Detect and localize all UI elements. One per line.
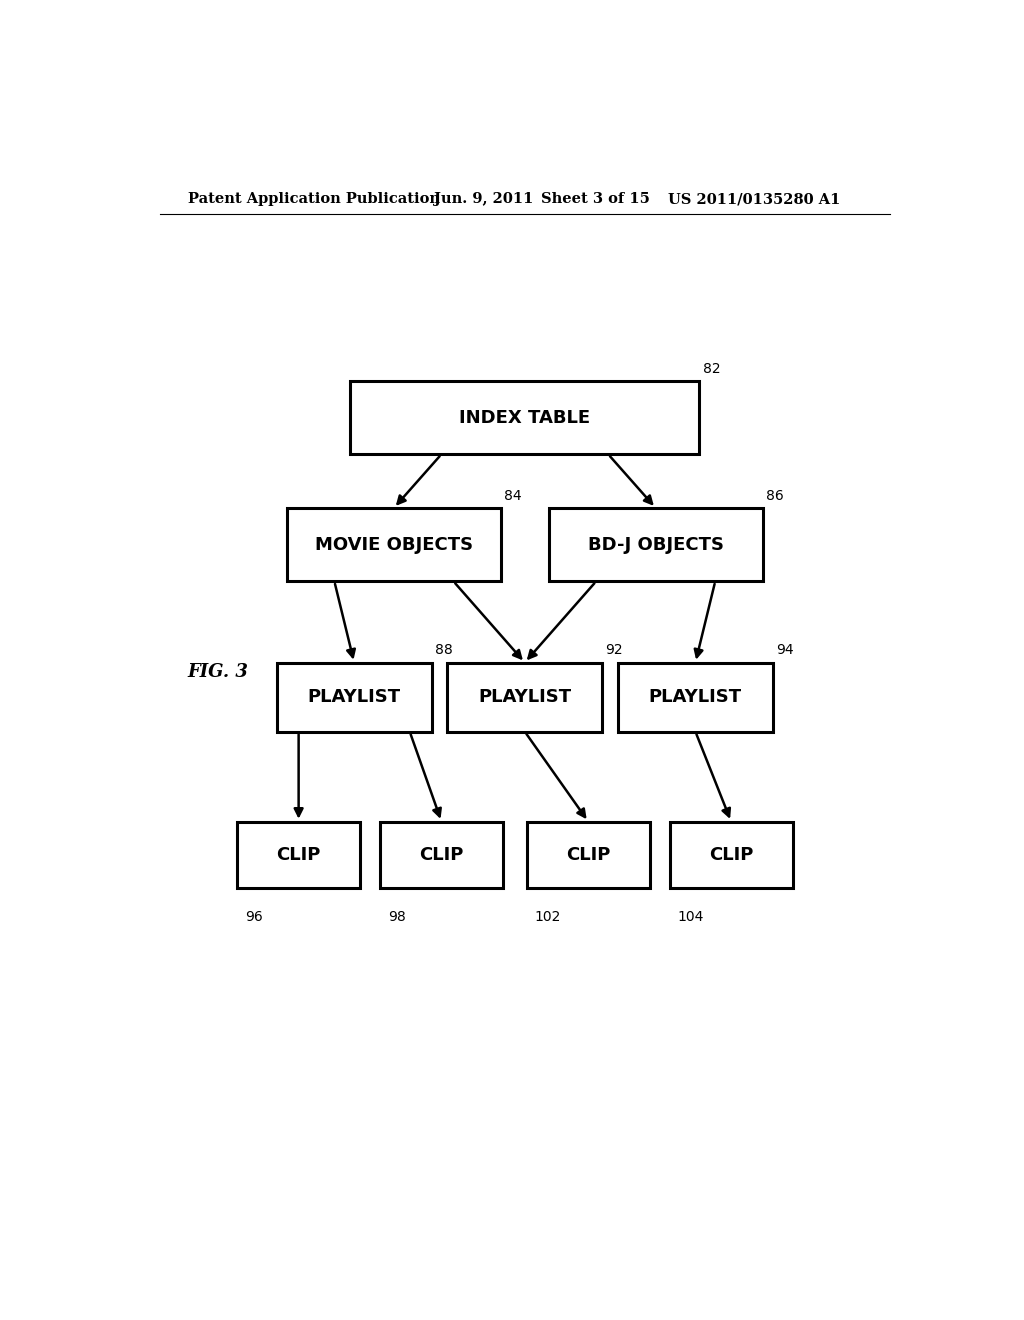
Text: 92: 92: [605, 643, 623, 657]
FancyBboxPatch shape: [238, 821, 360, 887]
FancyBboxPatch shape: [549, 508, 763, 581]
Text: 98: 98: [388, 909, 406, 924]
FancyBboxPatch shape: [287, 508, 501, 581]
Text: MOVIE OBJECTS: MOVIE OBJECTS: [314, 536, 473, 553]
Text: PLAYLIST: PLAYLIST: [478, 688, 571, 706]
Text: BD-J OBJECTS: BD-J OBJECTS: [588, 536, 724, 553]
Text: 82: 82: [702, 362, 720, 376]
Text: Sheet 3 of 15: Sheet 3 of 15: [541, 193, 649, 206]
Text: 94: 94: [776, 643, 794, 657]
Text: CLIP: CLIP: [709, 846, 754, 863]
Text: PLAYLIST: PLAYLIST: [649, 688, 742, 706]
FancyBboxPatch shape: [670, 821, 793, 887]
Text: FIG. 3: FIG. 3: [187, 663, 249, 681]
FancyBboxPatch shape: [618, 663, 773, 731]
Text: 96: 96: [245, 909, 263, 924]
FancyBboxPatch shape: [380, 821, 503, 887]
FancyBboxPatch shape: [276, 663, 431, 731]
Text: CLIP: CLIP: [276, 846, 321, 863]
Text: 86: 86: [766, 488, 783, 503]
Text: PLAYLIST: PLAYLIST: [307, 688, 400, 706]
FancyBboxPatch shape: [526, 821, 650, 887]
Text: INDEX TABLE: INDEX TABLE: [459, 409, 591, 426]
Text: 104: 104: [678, 909, 703, 924]
Text: 84: 84: [504, 488, 522, 503]
Text: 88: 88: [435, 643, 453, 657]
FancyBboxPatch shape: [447, 663, 602, 731]
Text: Patent Application Publication: Patent Application Publication: [187, 193, 439, 206]
Text: 102: 102: [535, 909, 561, 924]
Text: Jun. 9, 2011: Jun. 9, 2011: [433, 193, 532, 206]
Text: US 2011/0135280 A1: US 2011/0135280 A1: [668, 193, 840, 206]
Text: CLIP: CLIP: [566, 846, 610, 863]
FancyBboxPatch shape: [350, 381, 699, 454]
Text: CLIP: CLIP: [419, 846, 464, 863]
